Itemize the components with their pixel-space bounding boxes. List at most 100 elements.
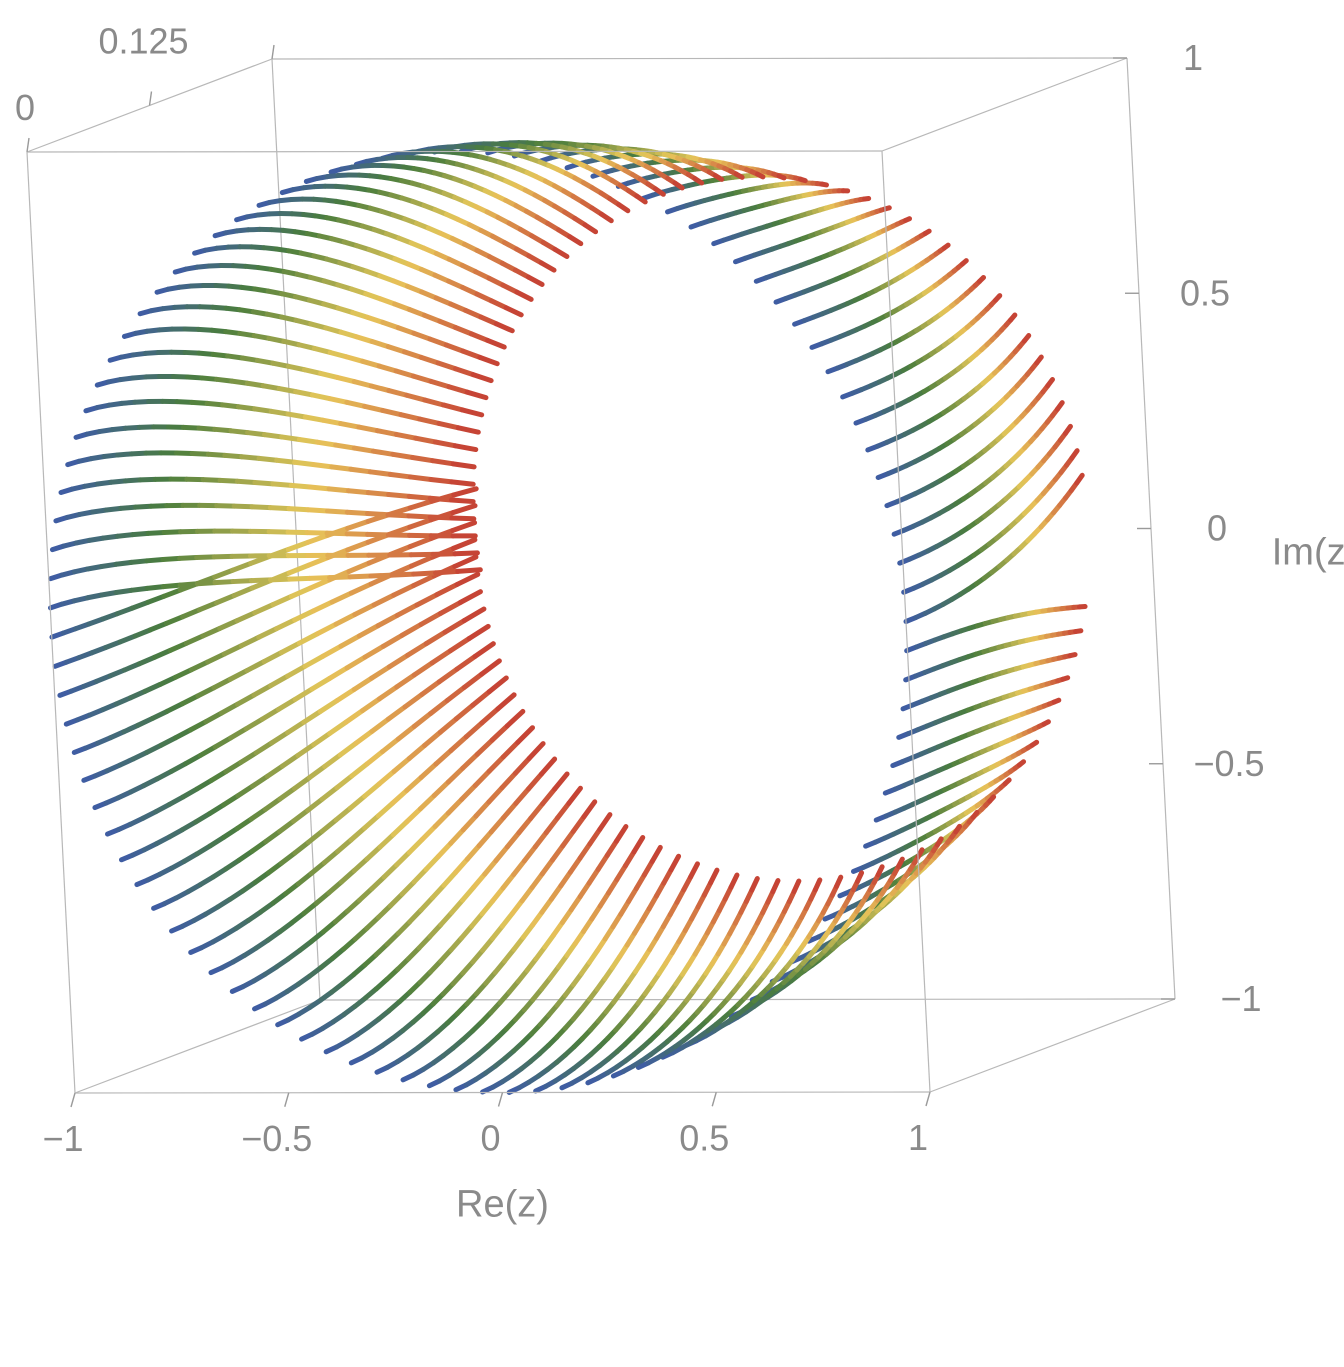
trajectory-segment [150,623,166,629]
trajectory-segment [431,381,449,386]
trajectory-segment [317,442,335,445]
trajectory-segment [234,506,252,507]
trajectory-segment [401,415,420,419]
trajectory-segment [555,774,567,789]
trajectory-segment [458,570,481,572]
trajectory-segment [349,491,369,493]
trajectory-segment [584,802,595,817]
trajectory-segment [514,861,525,875]
trajectory-segment [421,357,438,363]
trajectory-segment [329,668,347,679]
trajectory-segment [435,813,448,826]
trajectory-segment [457,574,478,584]
trajectory-segment [532,874,542,888]
trajectory-segment [211,772,226,781]
x-tick-label: −1 [42,1118,83,1159]
trajectory-segment [455,557,476,566]
trajectory-segment [379,366,396,371]
trajectory-segment [272,733,288,743]
trajectory-segment [580,844,590,858]
trajectory-segment [600,815,610,830]
root-trajectory [61,479,473,501]
trajectory-segment [377,431,396,435]
trajectory-segment [473,375,491,381]
trajectory-segment [422,827,435,840]
trajectory-segment [214,556,232,557]
trajectory-segment [396,434,415,438]
trajectory-segment [402,624,421,635]
box-edge-back-top [272,58,1127,59]
trajectory-segment [378,615,397,625]
trajectory-segment [256,743,272,753]
trajectory-segment [602,214,612,221]
trajectory-segment [167,704,182,712]
trajectory-segment [294,810,308,821]
trajectory-segment [506,308,521,315]
trajectory-segment [389,655,407,667]
c-tick-mark [27,138,29,152]
trajectory-segment [310,580,329,588]
trajectory-segment [1037,357,1042,363]
trajectory-segment [348,521,369,528]
trajectory-segment [220,480,237,481]
trajectory-segment [374,595,394,605]
trajectory-segment [246,719,262,729]
trajectory-segment [264,435,281,437]
trajectory-segment [337,377,354,381]
trajectory-segment [420,796,434,809]
trajectory-segment [482,661,500,674]
trajectory-segment [225,455,242,456]
trajectory-segment [341,636,359,646]
trajectory-segment [310,487,329,489]
trajectory-segment [367,847,380,859]
trajectory-segment [453,506,475,513]
trajectory-segment [392,574,414,575]
trajectory-segment [288,532,307,533]
trajectory-segment [359,427,378,431]
trajectory-segment [396,371,413,376]
trajectory-segment [367,752,382,764]
trajectory-segment [432,651,450,663]
root-trajectory [403,827,626,1080]
trajectory-segment [298,745,314,756]
trajectory-segment [451,639,470,651]
trajectory-segment [372,877,384,889]
trajectory-segment [454,489,476,495]
trajectory-segment [220,621,237,629]
root-trajectory [843,296,1000,397]
trajectory-segment [711,870,717,883]
trajectory-segment [330,577,350,578]
trajectory-segment [309,578,329,579]
trajectory-segment [215,582,233,583]
trajectory-segment [247,662,264,671]
trajectory-segment [436,571,458,572]
trajectory-segment [308,831,322,842]
trajectory-segment [491,818,503,832]
trajectory-segment [163,585,180,587]
x-tick-mark [499,1093,503,1107]
trajectory-segment [555,249,567,256]
trajectory-segment [368,493,388,495]
trajectory-segment [182,696,198,704]
trajectory-segment [407,777,422,790]
trajectory-segment [557,803,568,818]
trajectory-segment [393,454,413,457]
trajectory-segment [1054,700,1059,702]
trajectory-segment [1077,475,1082,483]
trajectory-segment [372,667,390,678]
trajectory-segment [323,420,341,423]
trajectory-segment [383,635,402,646]
trajectory-segment [435,442,455,446]
trajectory-segment [356,731,372,743]
trajectory-segment [503,803,515,817]
y-tick-label: 0.5 [1180,272,1230,313]
trajectory-segment [541,759,554,774]
trajectory-segment [379,687,396,699]
trajectory-segment [308,510,327,511]
trajectory-segment [198,688,214,696]
trajectory-segment [270,579,289,580]
trajectory-segment [426,632,445,644]
trajectory-segment [455,328,471,334]
trajectory-segment [456,705,472,719]
box-edge-depth-top-right [882,58,1127,151]
